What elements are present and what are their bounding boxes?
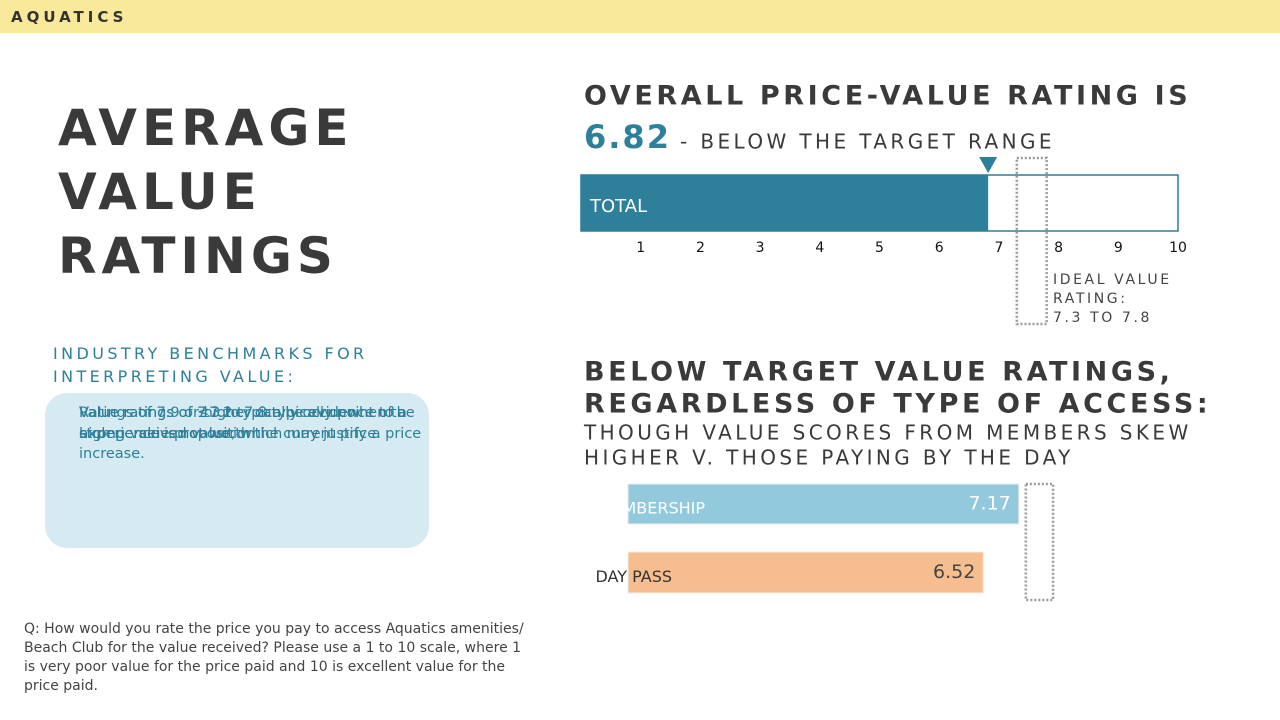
question: Q: How would you rate the price you pay … [24,621,524,694]
chart-title: REGARDLESS OF TYPE OF ACCESS: [584,389,1211,420]
bar [627,551,984,594]
ideal-range [1015,156,1048,326]
value-label: 6.52 [933,561,975,583]
chart-subtitle: THOUGH VALUE SCORES FROM MEMBERS SKEW [583,421,1192,445]
ideal-range [1024,482,1055,602]
benchmark-box: Value ratings of 7.3 to 7.8 typically po… [45,393,429,548]
headline-value: 6.82 [584,118,671,156]
chart-subtitle: HIGHER V. THOSE PAYING BY THE DAY [584,446,1074,470]
benchmark-item: Ratings of 7.9 or higher can be evidence… [79,405,422,463]
x-tick-label: 8 [1054,240,1063,256]
ideal-label: RATING: [1053,291,1128,307]
chart-subtitle: - BELOW THE TARGET RANGE [680,130,1055,154]
value-label: 7.17 [968,493,1010,515]
title-line: VALUE [58,163,262,221]
x-tick-label: 9 [1114,240,1123,256]
x-tick-label: 2 [696,240,705,256]
x-tick-label: 10 [1169,240,1187,256]
header: AQUATICS [0,0,1280,33]
x-tick-label: 1 [636,240,645,256]
title-line: RATINGS [58,227,338,285]
heading-line: INDUSTRY BENCHMARKS FOR [53,344,368,363]
heading-line: INTERPRETING VALUE: [53,367,297,386]
ideal-label: IDEAL VALUE [1053,272,1172,288]
ideal-label: 7.3 TO 7.8 [1053,310,1152,326]
benchmark-heading: INDUSTRY BENCHMARKS FOR INTERPRETING VAL… [53,342,368,388]
value-marker [979,157,998,173]
category-label: TOTAL [589,196,647,217]
title: AVERAGE VALUE RATINGS [58,96,354,288]
bar [627,483,1020,525]
x-tick-label: 6 [935,240,944,256]
header-label: AQUATICS [11,8,128,26]
x-tick-label: 7 [994,240,1003,256]
title-line: AVERAGE [58,99,354,157]
x-tick-label: 5 [875,240,884,256]
bar [581,175,989,231]
benchmark-item: Value ratings of ≤7.2 typically occur wh… [79,405,415,442]
chart-title: OVERALL PRICE-VALUE RATING IS [584,81,1191,112]
x-tick-label: 3 [756,240,765,256]
x-tick-label: 4 [815,240,824,256]
category-label: MEMBERSHIP [599,499,706,518]
chart-title: BELOW TARGET VALUE RATINGS, [584,357,1174,388]
category-label: DAY PASS [596,567,672,586]
benchmark-item: Value ratings of 7.3 to 7.8 typically po… [79,405,407,442]
